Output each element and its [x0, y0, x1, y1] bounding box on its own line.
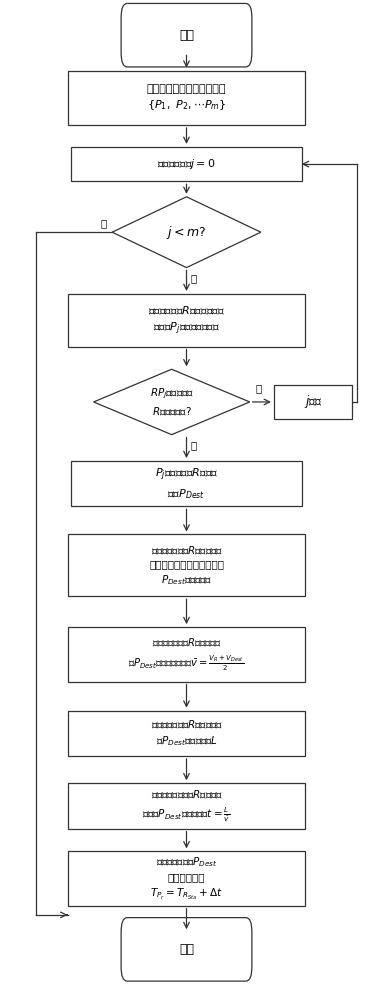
Text: 读取计划航迹的航路点集合
$\{P_1,\ P_2,\cdots P_m\}$: 读取计划航迹的航路点集合 $\{P_1,\ P_2,\cdots P_m\}$: [147, 84, 226, 112]
Bar: [68, 534, 305, 596]
Text: 计算从雷达航迹点$R$飞到目标
航路点$P_{Dest}$所需的时间$t=\frac{L}{\bar{v}}$: 计算从雷达航迹点$R$飞到目标 航路点$P_{Dest}$所需的时间$t=\fr…: [142, 788, 231, 824]
Text: 定义循环因子$j=0$: 定义循环因子$j=0$: [157, 157, 216, 171]
Text: 是: 是: [190, 273, 197, 283]
Bar: [68, 851, 305, 906]
Bar: [68, 627, 305, 682]
Text: 计算雷达航迹点$R$与目标航路
点$P_{Dest}$之间的平均速度$\bar{v}=\frac{V_R+V_{Dest}}{2}$: 计算雷达航迹点$R$与目标航路 点$P_{Dest}$之间的平均速度$\bar{…: [128, 636, 245, 673]
Bar: [274, 385, 352, 419]
Text: 否: 否: [100, 218, 107, 228]
Text: 是: 是: [190, 440, 197, 450]
Text: 开始: 开始: [179, 29, 194, 42]
Text: 计算目标航路点$P_{Dest}$
的过点时间为
$T_{P_r}=T_{R_{Sta}}+\Delta t$: 计算目标航路点$P_{Dest}$ 的过点时间为 $T_{P_r}=T_{R_{…: [150, 856, 223, 902]
Text: $j$递加: $j$递加: [304, 393, 322, 410]
Text: $RP_j$磁方位角与
$R$的航向相同?: $RP_j$磁方位角与 $R$的航向相同?: [150, 387, 194, 417]
Text: 计算雷达航迹点$R$与目标航路
点$P_{Dest}$之间的长度$L$: 计算雷达航迹点$R$与目标航路 点$P_{Dest}$之间的长度$L$: [151, 718, 222, 748]
Text: $j<m$?: $j<m$?: [166, 224, 207, 241]
Bar: [68, 783, 305, 829]
Text: $P_j$为飞行目标$R$航路点
记为$P_{Dest}$: $P_j$为飞行目标$R$航路点 记为$P_{Dest}$: [155, 467, 218, 501]
Polygon shape: [112, 197, 261, 268]
Bar: [68, 294, 305, 347]
Bar: [71, 147, 302, 181]
Text: 结束: 结束: [179, 943, 194, 956]
Text: 计算雷达航迹$R$与计划航迹上
航路点$P_j$连线的磁方位角: 计算雷达航迹$R$与计划航迹上 航路点$P_j$连线的磁方位角: [148, 304, 225, 337]
FancyBboxPatch shape: [121, 918, 252, 981]
Polygon shape: [94, 369, 250, 435]
Bar: [68, 71, 305, 125]
Text: 否: 否: [255, 383, 261, 393]
FancyBboxPatch shape: [121, 3, 252, 67]
Text: 读取雷达航迹点$R$与基于历史
航迹数据统计的目标航路点
$P_{Dest}$的经验速度: 读取雷达航迹点$R$与基于历史 航迹数据统计的目标航路点 $P_{Dest}$的…: [149, 544, 224, 587]
Bar: [68, 711, 305, 756]
Bar: [71, 461, 302, 506]
